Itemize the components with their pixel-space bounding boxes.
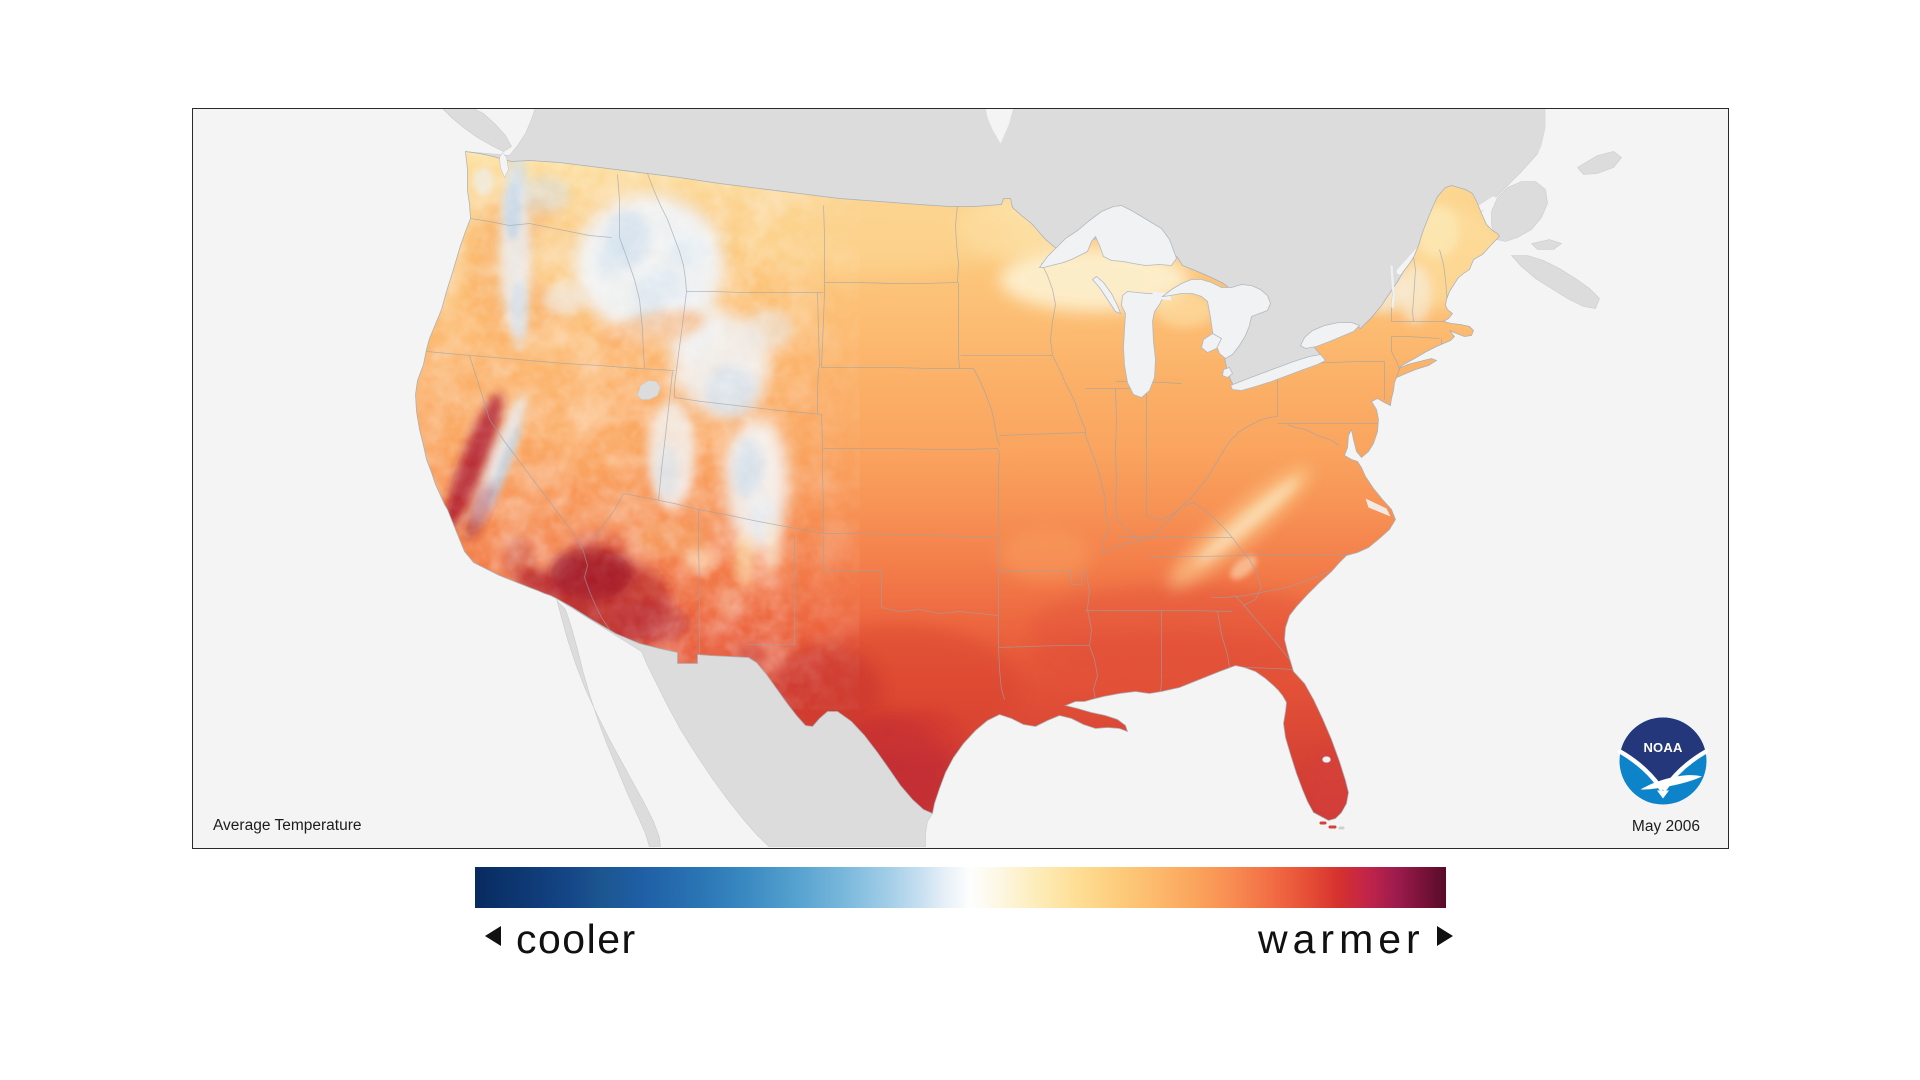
svg-text:NOAA: NOAA bbox=[1643, 740, 1682, 755]
